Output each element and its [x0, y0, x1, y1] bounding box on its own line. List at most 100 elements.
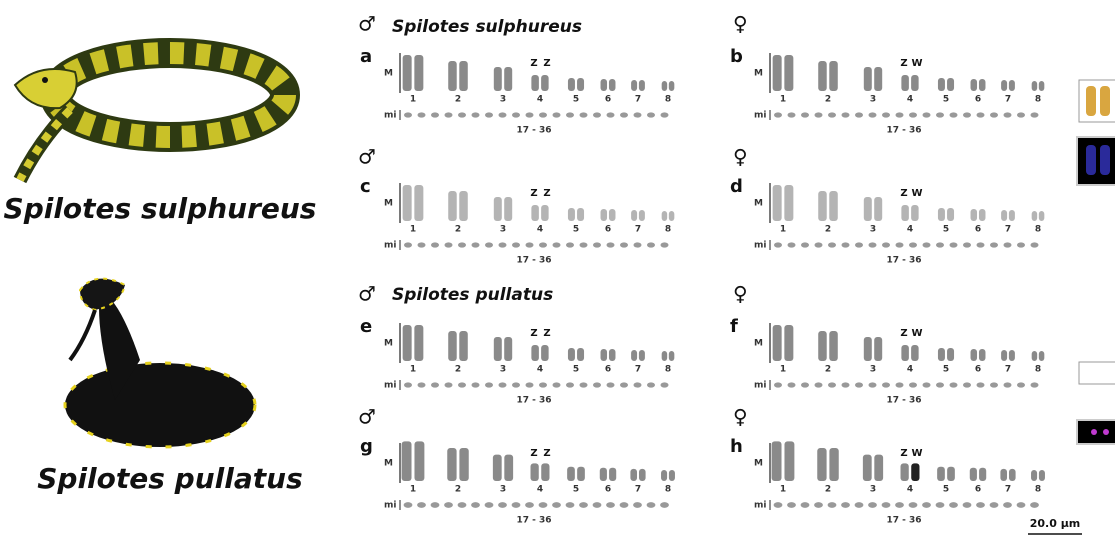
sex-chromosome-label: Z: [530, 328, 537, 339]
microchromosome: [458, 502, 467, 508]
inset-signal: [1091, 429, 1097, 435]
micro-label: mi: [384, 381, 396, 391]
microchromosome: [512, 382, 520, 387]
microchromosome: [472, 382, 480, 387]
sex-symbol: ♀: [733, 12, 748, 36]
chromosome: [448, 191, 457, 221]
pair-number: 4: [907, 225, 913, 235]
chromosome: [784, 325, 793, 361]
microchromosome: [814, 502, 823, 508]
microchromosome: [485, 112, 493, 117]
chromosome: [631, 80, 637, 91]
chromosome: [601, 209, 608, 221]
micro-range: 17 - 36: [886, 396, 921, 406]
chromosome: [829, 61, 838, 91]
group-title: Spilotes pullatus: [392, 285, 553, 305]
panel-letter: e: [360, 316, 372, 337]
sex-symbol: ♂: [358, 145, 376, 169]
chromosome: [784, 55, 793, 91]
pair-number: 1: [410, 485, 416, 495]
chromosome: [541, 205, 549, 221]
microchromosome: [869, 242, 877, 247]
chromosome: [541, 345, 549, 361]
pair-number: 1: [410, 95, 416, 105]
sex-symbol: ♂: [358, 282, 376, 306]
microchromosome: [539, 382, 547, 387]
microchromosome: [1017, 112, 1025, 117]
chromosome: [911, 205, 919, 221]
chromosome: [938, 348, 945, 361]
pair-number: 8: [665, 95, 671, 105]
microchromosome: [499, 382, 507, 387]
chromosome: [414, 325, 423, 361]
sex-chromosome-label: Z: [530, 188, 537, 199]
micro-range: 17 - 36: [886, 256, 921, 266]
pair-number: 7: [1005, 485, 1011, 495]
microchromosome: [634, 382, 642, 387]
chromosome: [669, 351, 675, 361]
microchromosome: [404, 382, 412, 387]
chromosome: [577, 78, 584, 91]
chromosome: [1039, 81, 1045, 91]
microchromosome: [801, 242, 809, 247]
chromosome: [639, 210, 645, 221]
microchromosome: [950, 242, 958, 247]
micro-label: mi: [754, 501, 766, 511]
pair-number: 1: [780, 225, 786, 235]
chromosome: [577, 467, 585, 481]
chromosome: [864, 337, 872, 361]
pair-number: 3: [500, 485, 506, 495]
chromosome: [568, 348, 575, 361]
microchromosome: [607, 112, 615, 117]
microchromosome: [1030, 502, 1039, 508]
microchromosome: [842, 242, 850, 247]
chromosome: [938, 208, 945, 221]
microchromosome: [566, 382, 574, 387]
microchromosome: [445, 382, 453, 387]
chromosome: [403, 55, 412, 91]
pair-number: 2: [455, 485, 461, 495]
microchromosome: [593, 112, 601, 117]
microchromosome: [774, 112, 782, 117]
chromosome: [631, 210, 637, 221]
microchromosome: [499, 112, 507, 117]
macro-label: M: [754, 339, 763, 349]
chromosome: [818, 61, 827, 91]
chromosome: [947, 78, 954, 91]
microchromosome: [869, 112, 877, 117]
microchromosome: [458, 382, 466, 387]
panel-letter: c: [360, 176, 371, 197]
chromosome: [911, 75, 919, 91]
microchromosome: [1031, 112, 1039, 117]
chromosome: [773, 325, 782, 361]
microchromosome: [431, 242, 439, 247]
chromosome: [1009, 210, 1015, 221]
macro-label: M: [754, 69, 763, 79]
inset: [1079, 362, 1115, 384]
microchromosome: [566, 242, 574, 247]
microchromosome: [471, 502, 480, 508]
pair-number: 3: [870, 485, 876, 495]
chromosome: [531, 345, 539, 361]
inset-signal: [1103, 429, 1109, 435]
pair-number: 4: [537, 95, 543, 105]
microchromosome: [923, 242, 931, 247]
microchromosome: [485, 382, 493, 387]
micro-label: mi: [754, 111, 766, 121]
chromosome: [661, 470, 667, 481]
sex-chromosome-label: Z: [530, 58, 537, 69]
chromosome: [773, 55, 782, 91]
snake-illustration: [15, 53, 285, 180]
microchromosome: [855, 502, 864, 508]
macro-label: M: [384, 69, 393, 79]
macro-label: M: [754, 199, 763, 209]
microchromosome: [990, 112, 998, 117]
chromosome: [577, 348, 584, 361]
chromosome: [568, 78, 575, 91]
microchromosome: [774, 382, 782, 387]
microchromosome: [620, 112, 628, 117]
microchromosome: [418, 242, 426, 247]
pair-number: 2: [455, 95, 461, 105]
micro-range: 17 - 36: [516, 256, 551, 266]
microchromosome: [1017, 382, 1025, 387]
